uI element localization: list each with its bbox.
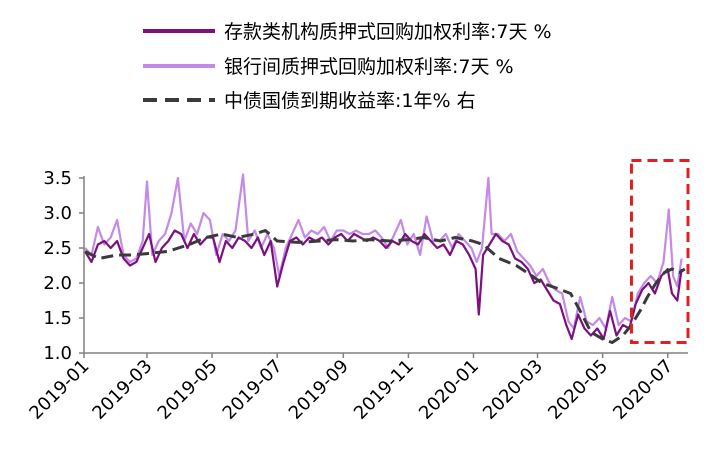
legend-label-series-1: 存款类机构质押式回购加权利率:7天 % xyxy=(224,21,552,43)
y-axis: 1.0 1.5 2.0 2.5 3.0 3.5 xyxy=(43,168,85,364)
highlight-box xyxy=(629,159,690,344)
x-tick-label: 2020-03 xyxy=(479,356,547,424)
y-tick-label: 1.0 xyxy=(43,343,72,364)
x-tick-label: 2020-01 xyxy=(415,356,483,424)
y-tick-label: 2.0 xyxy=(43,273,72,294)
legend-label-series-3: 中债国债到期收益率:1年% 右 xyxy=(224,90,476,112)
series-line-1 xyxy=(84,229,683,341)
y-tick-label: 1.5 xyxy=(43,308,72,329)
legend-label-series-2: 银行间质押式回购加权利率:7天 % xyxy=(224,56,514,78)
x-tick-label: 2019-01 xyxy=(25,356,93,424)
x-tick-label: 2019-03 xyxy=(88,356,156,424)
x-tick-label: 2019-07 xyxy=(219,356,287,424)
y-tick-label: 2.5 xyxy=(43,238,72,259)
x-axis: 2019-012019-032019-052019-072019-092019-… xyxy=(25,352,688,424)
legend: 存款类机构质押式回购加权利率:7天 % 银行间质押式回购加权利率:7天 % 中债… xyxy=(143,21,552,112)
x-tick-label: 2019-05 xyxy=(154,356,222,424)
x-tick-label: 2019-09 xyxy=(285,356,353,424)
y-tick-label: 3.5 xyxy=(43,168,72,189)
x-tick-label: 2020-05 xyxy=(544,356,612,424)
plot-area xyxy=(84,159,690,344)
y-tick-label: 3.0 xyxy=(43,203,72,224)
series-line-2 xyxy=(84,173,683,330)
x-tick-label: 2019-11 xyxy=(350,356,418,424)
x-tick-label: 2020-07 xyxy=(609,356,677,424)
